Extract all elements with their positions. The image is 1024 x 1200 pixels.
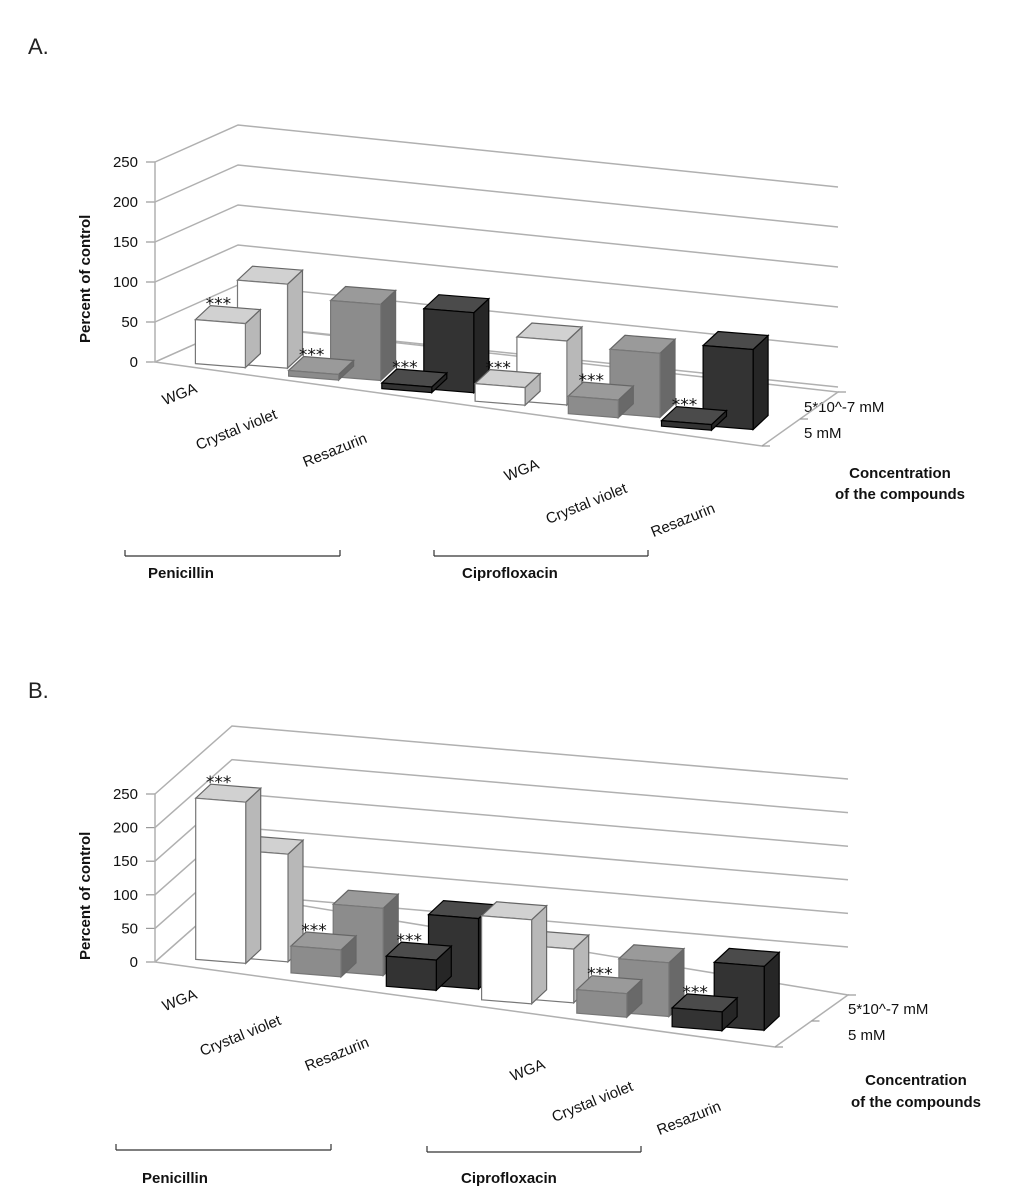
category-label-a-5: Resazurin <box>649 500 718 541</box>
significance-marker-a: *** <box>672 396 698 416</box>
depth-label-b-near: 5 mM <box>848 1027 886 1044</box>
bar-front-face <box>288 369 340 381</box>
bar-b-front-5 <box>670 993 739 1033</box>
bar-a-front-0 <box>193 304 262 369</box>
bar-front-face <box>671 1007 723 1032</box>
bar-a-back-0 <box>236 265 304 370</box>
bar-a-front-4 <box>566 381 635 420</box>
bar-side-face <box>530 904 548 1006</box>
gridline-b-200 <box>154 758 849 829</box>
category-label-a-3: WGA <box>502 456 542 485</box>
bar-a-front-2 <box>380 368 449 394</box>
category-label-b-4: Crystal violet <box>550 1078 637 1126</box>
y-axis-label-a: Percent of control <box>77 215 94 343</box>
bar-a-front-3 <box>473 368 542 407</box>
category-label-a-4: Crystal violet <box>544 480 631 528</box>
y-axis-label-b: Percent of control <box>77 832 94 960</box>
group-label-a-penicillin: Penicillin <box>148 565 214 582</box>
group-label-a-ciprofloxacin: Ciprofloxacin <box>462 565 558 582</box>
y-tick-label-b: 200 <box>113 820 138 837</box>
bar-front-face <box>481 915 533 1005</box>
gridline-a-100 <box>154 244 839 308</box>
bar-b-front-4 <box>575 975 644 1019</box>
significance-marker-a: *** <box>579 371 605 391</box>
bar-front-face <box>660 419 713 431</box>
significance-marker-b: *** <box>682 983 708 1003</box>
depth-title-b-1: Concentration <box>865 1072 967 1089</box>
bar-front-face <box>576 989 628 1018</box>
gridline-a-150 <box>154 204 839 268</box>
depth-title-b-2: of the compounds <box>851 1094 981 1111</box>
depth-label-a-near: 5 mM <box>804 425 842 442</box>
gridline-b-250 <box>154 725 849 795</box>
significance-marker-a: *** <box>299 345 325 365</box>
significance-marker-b: *** <box>587 965 613 985</box>
bar-side-face <box>752 334 769 431</box>
category-label-a-1: Crystal violet <box>194 406 281 454</box>
depth-title-a-1: Concentration <box>849 465 951 482</box>
y-tick-label-b: 50 <box>121 920 138 937</box>
significance-marker-a: *** <box>392 358 418 378</box>
gridline-a-200 <box>154 164 839 228</box>
y-tick-label-a: 100 <box>113 274 138 291</box>
category-label-b-0: WGA <box>160 986 200 1015</box>
bar-front-face <box>195 797 247 965</box>
significance-marker-b: *** <box>397 931 423 951</box>
y-tick-label-b: 150 <box>113 853 138 870</box>
significance-marker-a: *** <box>485 359 511 379</box>
category-label-b-3: WGA <box>508 1056 548 1085</box>
y-tick-label-a: 200 <box>113 194 138 211</box>
category-label-b-1: Crystal violet <box>198 1012 285 1060</box>
depth-label-a-far: 5*10^-7 mM <box>804 399 884 416</box>
y-tick-label-a: 0 <box>130 354 138 371</box>
bar-front-face <box>385 955 437 991</box>
y-tick-label-b: 0 <box>130 954 138 971</box>
significance-marker-b: *** <box>301 921 327 941</box>
y-tick-label-a: 50 <box>121 314 138 331</box>
bar-a-front-1 <box>287 355 356 382</box>
bar-front-face <box>567 395 619 419</box>
y-tick-label-a: 250 <box>113 154 138 171</box>
y-tick-label-b: 250 <box>113 786 138 803</box>
bar-front-face <box>474 382 526 406</box>
depth-label-b-far: 5*10^-7 mM <box>848 1001 928 1018</box>
significance-marker-b: *** <box>206 773 232 793</box>
depth-title-a-2: of the compounds <box>835 486 965 503</box>
bar-front-face <box>381 382 433 394</box>
panel-label-a: A. <box>28 34 49 59</box>
bar-a-back-5 <box>701 330 770 431</box>
panel-label-b: B. <box>28 678 49 703</box>
y-tick-label-a: 150 <box>113 234 138 251</box>
gridline-a-250 <box>154 124 839 188</box>
bar-a-front-5 <box>660 405 728 432</box>
category-label-a-0: WGA <box>160 380 200 409</box>
significance-marker-a: *** <box>206 295 232 315</box>
bar-b-front-3 <box>480 901 549 1006</box>
group-label-b-ciprofloxacin: Ciprofloxacin <box>461 1170 557 1187</box>
bar-front-face <box>290 945 342 978</box>
bar-front-face <box>194 318 246 369</box>
category-label-b-2: Resazurin <box>303 1034 372 1075</box>
category-label-a-2: Resazurin <box>301 430 370 471</box>
category-label-b-5: Resazurin <box>655 1098 724 1139</box>
bar-front-face <box>702 344 754 431</box>
bar-a-back-2 <box>422 294 491 395</box>
group-label-b-penicillin: Penicillin <box>142 1170 208 1187</box>
bar-b-front-2 <box>384 941 453 992</box>
plot-area-b: 050100150200250***************WGACrystal… <box>113 725 856 1139</box>
bar-side-face <box>245 786 262 965</box>
bar-b-front-1 <box>289 931 358 979</box>
bar-b-front-0 <box>194 783 263 965</box>
y-tick-label-b: 100 <box>113 887 138 904</box>
